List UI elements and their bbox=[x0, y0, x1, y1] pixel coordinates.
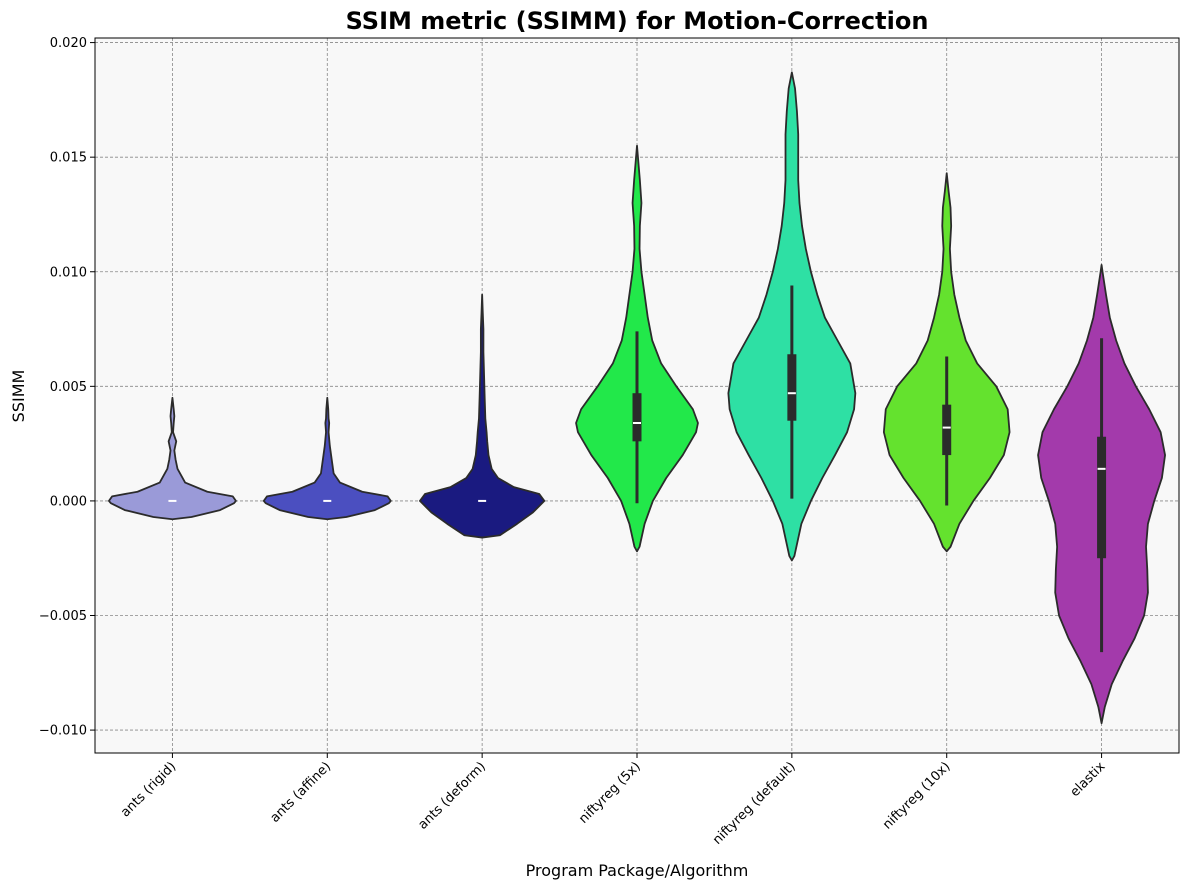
violin-iqr-box bbox=[942, 404, 952, 456]
y-tick-label: −0.005 bbox=[39, 609, 87, 624]
violins bbox=[108, 71, 1166, 725]
y-tick-label: 0.005 bbox=[50, 380, 87, 395]
violin-iqr-box bbox=[787, 354, 797, 421]
violin-body bbox=[108, 396, 237, 521]
x-axis-label: Program Package/Algorithm bbox=[526, 861, 749, 880]
y-axis: −0.010 −0.005 0.000 0.005 0.010 0.015 0.020 bbox=[39, 36, 95, 739]
y-tick-label: −0.010 bbox=[39, 724, 87, 739]
violin-body bbox=[262, 396, 392, 521]
violin-iqr-box bbox=[1097, 436, 1107, 559]
y-axis-label: SSIMM bbox=[9, 370, 28, 423]
violin-iqr-box bbox=[632, 393, 642, 442]
y-tick-label: 0.000 bbox=[50, 494, 87, 509]
violin-body bbox=[419, 293, 546, 539]
y-tick-label: 0.015 bbox=[50, 151, 87, 166]
y-tick-label: 0.010 bbox=[50, 265, 87, 280]
y-tick-label: 0.020 bbox=[50, 36, 87, 51]
chart-title: SSIM metric (SSIMM) for Motion-Correctio… bbox=[346, 7, 929, 35]
